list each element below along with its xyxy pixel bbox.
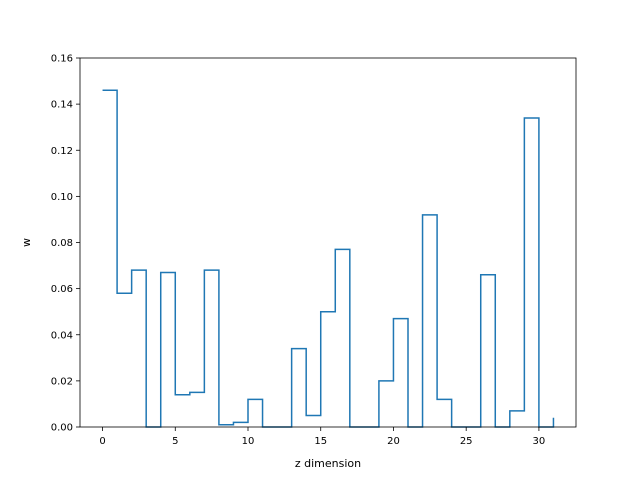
y-tick-label: 0.00 — [51, 423, 73, 434]
y-axis-label: w — [20, 238, 33, 247]
y-tick-label: 0.08 — [51, 238, 73, 249]
axes-frame — [79, 57, 577, 428]
y-axis-ticks: 0.00 0.02 0.04 0.06 0.08 0.10 0.12 0.14 0.16 — [51, 54, 80, 434]
x-tick-label: 30 — [533, 436, 546, 447]
x-tick-label: 20 — [387, 436, 400, 447]
x-tick-label: 5 — [172, 436, 178, 447]
y-tick-label: 0.10 — [51, 192, 73, 203]
y-tick-label: 0.04 — [51, 330, 73, 341]
y-tick-label: 0.12 — [51, 146, 73, 157]
x-tick-label: 25 — [460, 436, 473, 447]
y-tick-label: 0.02 — [51, 376, 73, 387]
x-axis-label: z dimension — [295, 457, 361, 470]
x-axis-ticks: 0 5 10 15 20 25 30 — [99, 427, 545, 447]
y-tick-label: 0.14 — [51, 100, 73, 111]
y-tick-label: 0.16 — [51, 54, 73, 65]
plot-area — [102, 89, 555, 428]
x-tick-label: 10 — [242, 436, 255, 447]
y-tick-label: 0.06 — [51, 284, 73, 295]
x-tick-label: 0 — [99, 436, 105, 447]
step-line — [102, 89, 555, 428]
x-tick-label: 15 — [314, 436, 327, 447]
